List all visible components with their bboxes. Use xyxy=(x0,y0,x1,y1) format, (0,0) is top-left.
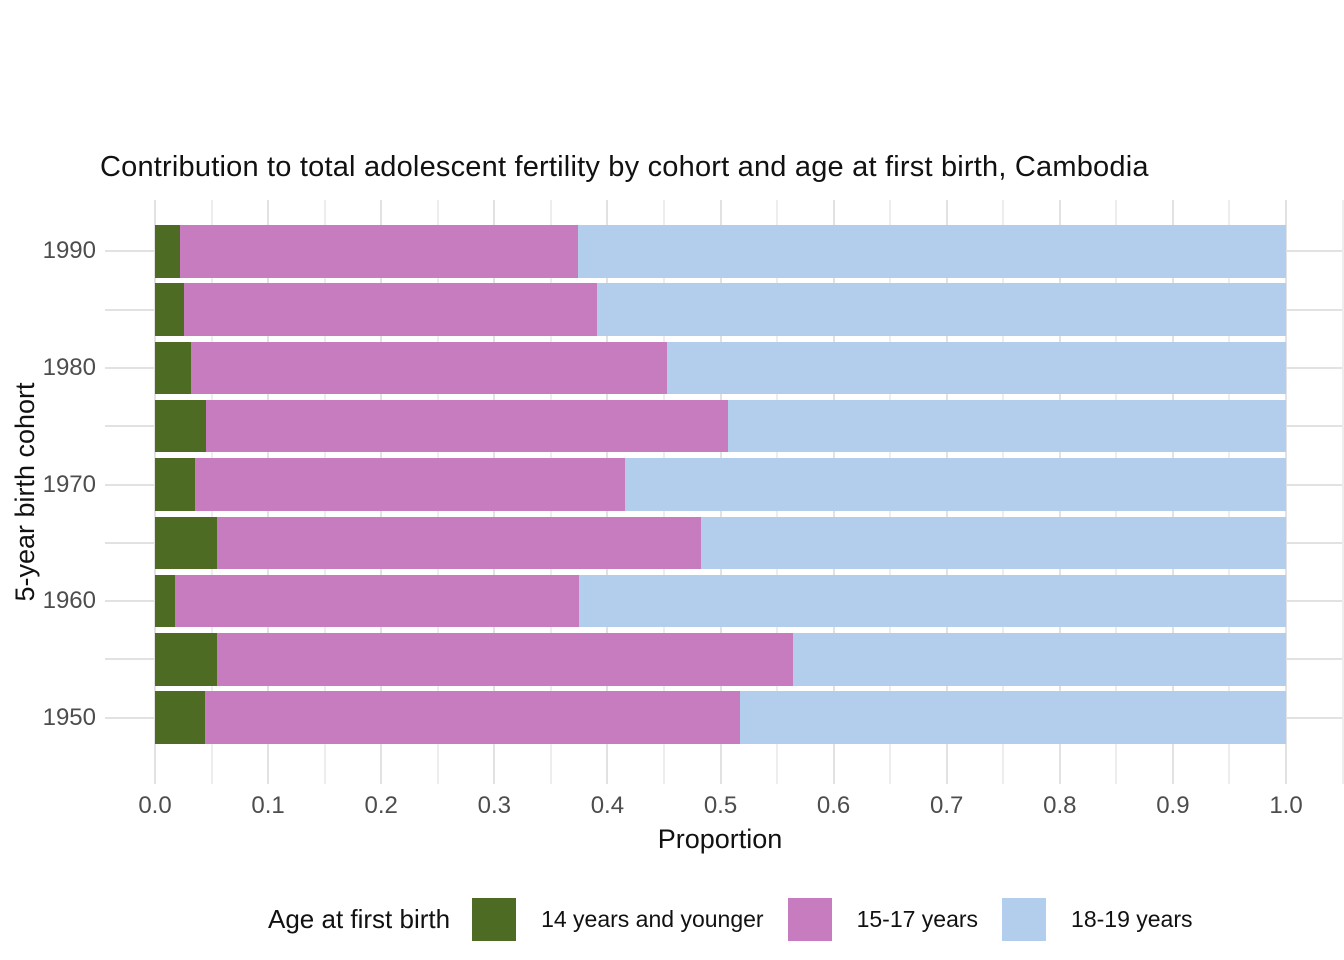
legend-item: 18-19 years xyxy=(1002,898,1193,941)
bar-segment xyxy=(217,633,793,686)
legend-item: 14 years and younger xyxy=(472,898,764,941)
bar-segment xyxy=(667,341,1286,395)
legend-item-label: 18-19 years xyxy=(1071,906,1193,932)
bar-segment xyxy=(184,283,598,336)
bar-segment xyxy=(625,458,1286,511)
bar-row-1985 xyxy=(155,283,1286,336)
y-tick-label: 1950 xyxy=(42,703,96,731)
bar-segment xyxy=(217,516,702,570)
bar-segment xyxy=(191,341,668,395)
x-tick-label: 0.4 xyxy=(590,792,625,819)
bar-row-1955 xyxy=(155,633,1286,686)
bar-segment xyxy=(155,691,205,744)
bar-row-1990 xyxy=(155,225,1286,278)
y-tick-label: 1970 xyxy=(42,470,96,498)
y-axis-title-text: 5-year birth cohort xyxy=(10,382,40,602)
legend-swatch xyxy=(472,898,517,941)
x-tick-label: 0.1 xyxy=(251,792,285,819)
x-tick-label: 0.2 xyxy=(364,792,398,819)
bar-segment xyxy=(155,225,180,278)
bar-segment xyxy=(155,633,218,686)
bar-segment xyxy=(155,574,176,628)
bar-segment xyxy=(204,691,740,744)
x-tick-label: 1.0 xyxy=(1269,792,1303,819)
legend-item: 15-17 years xyxy=(787,898,979,941)
plot-area xyxy=(105,200,1344,784)
bar-segment xyxy=(597,283,1286,336)
bar-row-1970 xyxy=(155,458,1286,511)
bar-segment xyxy=(205,399,729,453)
x-tick-label: 0.3 xyxy=(477,792,511,819)
legend-swatch xyxy=(787,898,832,941)
x-tick-label: 0.8 xyxy=(1043,792,1077,819)
x-tick-label: 0.0 xyxy=(138,792,172,819)
legend-title: Age at first birth xyxy=(268,904,451,934)
v-gridline-major xyxy=(1285,200,1287,784)
bar-segment xyxy=(155,399,206,453)
bar-segment xyxy=(175,574,580,628)
bar-segment xyxy=(194,458,626,511)
bar-segment xyxy=(792,633,1286,686)
bar-row-1965 xyxy=(155,516,1286,570)
legend-item-label: 14 years and younger xyxy=(541,906,764,932)
bar-segment xyxy=(179,225,578,278)
bar-segment xyxy=(155,341,192,395)
y-tick-label: 1980 xyxy=(42,353,96,381)
v-gridline-minor xyxy=(1341,200,1344,784)
legend-item-label: 15-17 years xyxy=(856,906,979,932)
x-tick-label: 0.5 xyxy=(703,792,738,819)
bar-segment xyxy=(577,225,1286,278)
legend: Age at first birth 14 years and younger 1… xyxy=(268,898,1217,941)
x-tick-label: 0.6 xyxy=(816,792,851,819)
legend-swatch xyxy=(1002,898,1047,941)
bar-segment xyxy=(155,458,195,511)
x-axis-title: Proportion xyxy=(657,824,783,854)
x-tick-label: 0.9 xyxy=(1156,792,1190,819)
bar-segment xyxy=(579,574,1286,628)
y-tick-label: 1960 xyxy=(42,587,96,615)
bar-segment xyxy=(155,283,185,336)
bar-segment xyxy=(701,516,1286,570)
bar-row-1960 xyxy=(155,574,1286,628)
y-axis-title: 5-year birth cohort xyxy=(10,382,41,601)
bar-segment xyxy=(728,399,1286,453)
bar-segment xyxy=(739,691,1286,744)
bar-segment xyxy=(155,516,218,570)
y-tick-label: 1990 xyxy=(42,237,96,265)
bar-row-1980 xyxy=(155,341,1286,395)
bar-row-1975 xyxy=(155,399,1286,453)
plot-title: Contribution to total adolescent fertili… xyxy=(100,151,1149,183)
bar-row-1950 xyxy=(155,691,1286,744)
x-tick-label: 0.7 xyxy=(930,792,964,819)
